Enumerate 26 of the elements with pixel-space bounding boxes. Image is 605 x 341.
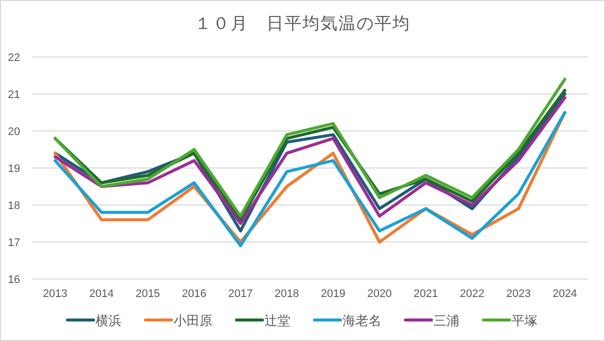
x-tick-label: 2014 — [89, 288, 114, 300]
legend-label: 平塚 — [512, 313, 538, 328]
y-tick-label: 16 — [8, 274, 20, 286]
x-tick-label: 2013 — [42, 288, 68, 300]
x-tick-label: 2019 — [320, 288, 346, 300]
x-tick-label: 2018 — [274, 288, 300, 300]
x-tick-label: 2017 — [228, 288, 253, 300]
x-tick-label: 2020 — [367, 288, 392, 300]
x-tick-label: 2016 — [182, 288, 206, 300]
chart-title: １０月 日平均気温の平均 — [194, 14, 410, 33]
y-tick-label: 19 — [8, 163, 20, 175]
x-tick-label: 2022 — [460, 288, 484, 300]
x-tick-label: 2015 — [136, 288, 160, 300]
legend-label: 三浦 — [434, 313, 460, 328]
legend-label: 小田原 — [174, 313, 212, 328]
y-tick-label: 20 — [8, 126, 20, 138]
x-tick-label: 2023 — [506, 288, 531, 300]
y-tick-label: 22 — [8, 52, 20, 64]
y-tick-label: 17 — [8, 237, 20, 249]
y-tick-label: 21 — [8, 89, 20, 101]
x-tick-label: 2021 — [414, 288, 438, 300]
x-tick-label: 2024 — [552, 288, 578, 300]
legend-label: 横浜 — [96, 313, 122, 328]
legend-label: 海老名 — [342, 313, 382, 328]
y-tick-label: 18 — [8, 200, 20, 212]
legend-label: 辻堂 — [264, 313, 290, 328]
